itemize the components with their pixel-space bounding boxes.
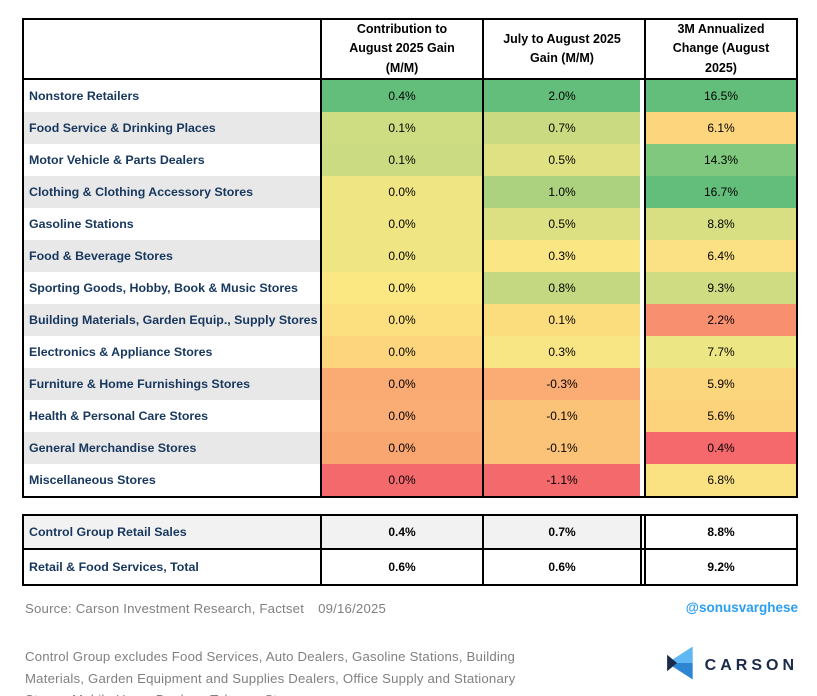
- row-label: Gasoline Stations: [24, 208, 320, 240]
- row-label: Food Service & Drinking Places: [24, 112, 320, 144]
- heatmap-cell: 7.7%: [646, 336, 796, 368]
- control-group-note: Control Group excludes Food Services, Au…: [25, 649, 516, 696]
- heatmap-cell: 0.0%: [320, 400, 482, 432]
- summary-row-label: Control Group Retail Sales: [24, 516, 320, 550]
- carson-chevron-icon: [663, 644, 696, 687]
- row-label: Electronics & Appliance Stores: [24, 336, 320, 368]
- column-gap: [640, 464, 646, 496]
- summary-row-label: Retail & Food Services, Total: [24, 550, 320, 584]
- column-gap: [640, 20, 646, 80]
- summary-value-cell: 0.6%: [482, 550, 640, 584]
- heatmap-cell: 0.3%: [482, 240, 640, 272]
- column-gap: [640, 176, 646, 208]
- heatmap-cell: 2.0%: [482, 80, 640, 112]
- column-header: July to August 2025 Gain (M/M): [482, 20, 640, 80]
- heatmap-cell: 2.2%: [646, 304, 796, 336]
- heatmap-cell: 0.4%: [320, 80, 482, 112]
- heatmap-cell: 0.0%: [320, 336, 482, 368]
- summary-value-cell: 0.6%: [320, 550, 482, 584]
- column-gap: [640, 516, 646, 550]
- column-gap: [640, 80, 646, 112]
- carson-logo: CARSON: [663, 644, 798, 687]
- heatmap-cell: -0.3%: [482, 368, 640, 400]
- column-header: 3M Annualized Change (August 2025): [646, 20, 796, 80]
- heatmap-cell: 0.7%: [482, 112, 640, 144]
- row-label: Health & Personal Care Stores: [24, 400, 320, 432]
- column-gap: [640, 400, 646, 432]
- summary-table: Control Group Retail Sales 0.4% 0.7% 8.8…: [22, 514, 798, 586]
- heatmap-cell: -0.1%: [482, 432, 640, 464]
- heatmap-cell: 0.8%: [482, 272, 640, 304]
- heatmap-cell: 8.8%: [646, 208, 796, 240]
- row-label: Clothing & Clothing Accessory Stores: [24, 176, 320, 208]
- heatmap-cell: 9.3%: [646, 272, 796, 304]
- heatmap-cell: 6.4%: [646, 240, 796, 272]
- row-label: Miscellaneous Stores: [24, 464, 320, 496]
- row-label: Sporting Goods, Hobby, Book & Music Stor…: [24, 272, 320, 304]
- heatmap-cell: 0.0%: [320, 240, 482, 272]
- heatmap-cell: 0.5%: [482, 144, 640, 176]
- row-label: Nonstore Retailers: [24, 80, 320, 112]
- heatmap-cell: 0.0%: [320, 304, 482, 336]
- social-handle: @sonusvarghese: [685, 600, 798, 615]
- column-gap: [640, 336, 646, 368]
- column-gap: [640, 368, 646, 400]
- row-label: Furniture & Home Furnishings Stores: [24, 368, 320, 400]
- heatmap-cell: 0.1%: [482, 304, 640, 336]
- source-date: 09/16/2025: [318, 601, 387, 616]
- heatmap-cell: 0.3%: [482, 336, 640, 368]
- corner-header-cell: [24, 20, 320, 80]
- heatmap-cell: 5.6%: [646, 400, 796, 432]
- column-header: Contribution to August 2025 Gain (M/M): [320, 20, 482, 80]
- heatmap-cell: 0.0%: [320, 464, 482, 496]
- heatmap-cell: 0.0%: [320, 208, 482, 240]
- heatmap-cell: 0.0%: [320, 176, 482, 208]
- heatmap-cell: 1.0%: [482, 176, 640, 208]
- column-gap: [640, 272, 646, 304]
- column-gap: [640, 112, 646, 144]
- heatmap-cell: 14.3%: [646, 144, 796, 176]
- retail-sales-table: Contribution to August 2025 Gain (M/M) J…: [22, 18, 798, 498]
- row-label: Motor Vehicle & Parts Dealers: [24, 144, 320, 176]
- heatmap-cell: -0.1%: [482, 400, 640, 432]
- summary-value-cell: 0.7%: [482, 516, 640, 550]
- row-label: Building Materials, Garden Equip., Suppl…: [24, 304, 320, 336]
- heatmap-cell: 0.4%: [646, 432, 796, 464]
- heatmap-cell: 16.7%: [646, 176, 796, 208]
- heatmap-cell: 0.1%: [320, 112, 482, 144]
- heatmap-cell: 16.5%: [646, 80, 796, 112]
- summary-value-cell: 0.4%: [320, 516, 482, 550]
- carson-wordmark: CARSON: [704, 656, 798, 674]
- summary-value-cell: 8.8%: [646, 516, 796, 550]
- source-line: Source: Carson Investment Research, Fact…: [25, 601, 386, 616]
- column-gap: [640, 208, 646, 240]
- column-gap: [640, 304, 646, 336]
- row-label: Food & Beverage Stores: [24, 240, 320, 272]
- heatmap-cell: 0.0%: [320, 432, 482, 464]
- heatmap-cell: 6.8%: [646, 464, 796, 496]
- heatmap-cell: 0.0%: [320, 272, 482, 304]
- heatmap-cell: 0.0%: [320, 368, 482, 400]
- heatmap-cell: 0.1%: [320, 144, 482, 176]
- heatmap-cell: 0.5%: [482, 208, 640, 240]
- heatmap-cell: 5.9%: [646, 368, 796, 400]
- heatmap-cell: 6.1%: [646, 112, 796, 144]
- column-gap: [640, 144, 646, 176]
- column-gap: [640, 240, 646, 272]
- heatmap-cell: -1.1%: [482, 464, 640, 496]
- column-gap: [640, 550, 646, 584]
- column-gap: [640, 432, 646, 464]
- row-label: General Merchandise Stores: [24, 432, 320, 464]
- source-text: Source: Carson Investment Research, Fact…: [25, 601, 305, 616]
- summary-value-cell: 9.2%: [646, 550, 796, 584]
